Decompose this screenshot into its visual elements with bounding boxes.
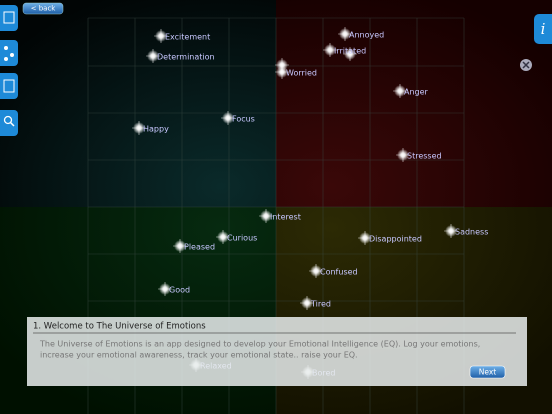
emotion-label: Sadness bbox=[455, 228, 488, 237]
dialog-body: increase your emotional awareness, track… bbox=[40, 351, 358, 360]
quadrant bbox=[276, 0, 552, 207]
star-ray bbox=[158, 282, 172, 296]
dialog-title: 1. Welcome to The Universe of Emotions bbox=[33, 322, 206, 332]
emotion-label: Interest bbox=[270, 213, 301, 222]
icon-glyph bbox=[4, 57, 8, 61]
quadrant bbox=[0, 0, 276, 207]
star-ray bbox=[275, 65, 289, 79]
star-ray bbox=[221, 111, 235, 125]
star-ray bbox=[132, 121, 146, 135]
icon-glyph bbox=[3, 11, 15, 24]
star-ray bbox=[393, 84, 407, 98]
emotion-label: Curious bbox=[227, 234, 257, 243]
star-ray bbox=[323, 43, 337, 57]
star-ray bbox=[146, 49, 160, 63]
info-label: i bbox=[541, 20, 546, 38]
emotion-label: Stressed bbox=[407, 152, 442, 161]
emotion-label: Anger bbox=[404, 88, 429, 97]
icon-glyph bbox=[4, 46, 8, 50]
emotion-label: Annoyed bbox=[349, 31, 384, 40]
info-tab[interactable] bbox=[534, 14, 552, 44]
star-ray bbox=[396, 148, 410, 162]
star-ray bbox=[338, 27, 352, 41]
next-button[interactable] bbox=[469, 365, 506, 379]
icon-glyph bbox=[10, 53, 14, 57]
emotion-label: Confused bbox=[320, 268, 358, 277]
dialog: 1. Welcome to The Universe of Emotions T… bbox=[27, 317, 527, 386]
star-ray bbox=[300, 296, 314, 310]
next-label: Next bbox=[479, 368, 497, 377]
emotion-label: Worried bbox=[286, 69, 317, 78]
star-ray bbox=[154, 29, 168, 43]
back-button[interactable] bbox=[22, 2, 64, 15]
star-ray bbox=[358, 231, 372, 245]
emotion-label: Disappointed bbox=[369, 235, 422, 244]
emotion-label: Irritated bbox=[334, 47, 366, 56]
icon-glyph bbox=[3, 79, 15, 93]
calendar-icon[interactable] bbox=[0, 5, 18, 31]
share-icon[interactable] bbox=[0, 40, 18, 66]
star-ray bbox=[173, 239, 187, 253]
sidebar bbox=[0, 5, 18, 136]
star-ray bbox=[444, 224, 458, 238]
back-label: < back bbox=[31, 5, 57, 13]
dialog-panel bbox=[27, 317, 527, 386]
export-icon[interactable] bbox=[0, 73, 18, 99]
emotion-label: Excitement bbox=[165, 33, 210, 42]
emotion-label: Focus bbox=[232, 115, 255, 124]
emotion-label: Pleased bbox=[184, 243, 215, 252]
star-ray bbox=[259, 209, 273, 223]
emotion-label: Happy bbox=[143, 125, 169, 134]
dialog-body: The Universe of Emotions is an app desig… bbox=[39, 340, 480, 349]
icon-glyph bbox=[3, 115, 13, 125]
emotion-label: Determination bbox=[157, 53, 215, 62]
emotion-label: Good bbox=[169, 286, 190, 295]
star-ray bbox=[216, 230, 230, 244]
icon-glyph bbox=[9, 121, 15, 127]
star-ray bbox=[343, 47, 357, 61]
emotion-label: Tired bbox=[310, 300, 331, 309]
close-glyph bbox=[522, 61, 530, 69]
star-ray bbox=[309, 264, 323, 278]
